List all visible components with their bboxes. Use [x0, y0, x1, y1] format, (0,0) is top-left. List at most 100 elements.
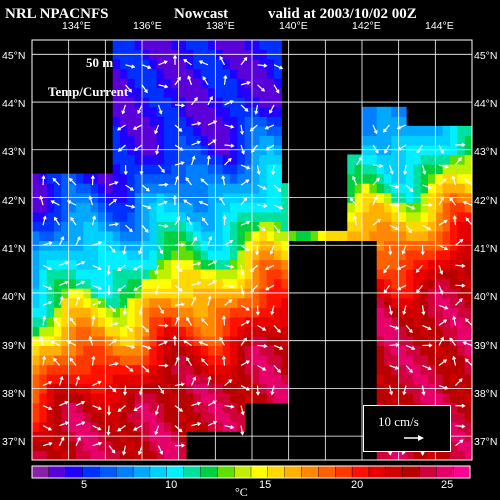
current-arrowhead	[176, 216, 181, 221]
colorbar-swatch	[335, 465, 353, 479]
current-arrowhead	[66, 340, 71, 345]
current-arrowhead	[116, 126, 121, 131]
temperature-cell	[32, 307, 40, 318]
temperature-cell	[398, 221, 407, 232]
lat-label: 39°N	[2, 340, 26, 352]
temperature-cell	[76, 364, 84, 375]
temperature-cell	[208, 202, 216, 213]
current-arrowhead	[138, 391, 143, 396]
lat-label: 38°N	[474, 388, 498, 400]
temperature-cell	[32, 402, 40, 413]
temperature-cell	[149, 345, 158, 356]
current-arrow	[134, 405, 143, 411]
temperature-cell	[32, 393, 40, 404]
temperature-cell	[178, 250, 187, 261]
current-arrow	[397, 124, 407, 129]
temperature-cell	[457, 202, 466, 213]
temperature-cell	[186, 269, 194, 280]
temperature-cell	[178, 345, 187, 356]
current-arrow	[271, 385, 275, 395]
temperature-cell	[259, 211, 268, 222]
temperature-cell	[464, 297, 472, 308]
temperature-cell	[186, 421, 194, 432]
temperature-cell	[472, 269, 480, 279]
temperature-cell	[457, 269, 466, 280]
temperature-cell	[450, 297, 458, 308]
temperature-cell	[200, 250, 209, 261]
temperature-cell	[472, 422, 480, 432]
current-arrow	[174, 425, 183, 432]
temperature-cell	[54, 450, 62, 460]
temperature-cell	[134, 164, 143, 175]
temperature-cell	[222, 40, 231, 51]
temperature-cell	[105, 345, 114, 356]
temperature-cell	[46, 269, 55, 280]
temperature-cell	[83, 393, 92, 404]
temperature-cell	[244, 345, 253, 356]
temperature-cell	[222, 230, 231, 241]
temperature-cell	[215, 211, 224, 222]
colorbar-border	[31, 465, 471, 479]
current-arrowhead	[180, 382, 186, 387]
temperature-cell	[149, 125, 158, 136]
temperature-cell	[259, 116, 268, 127]
temperature-cell	[442, 393, 451, 404]
temperature-cell	[208, 154, 216, 165]
current-arrowhead	[246, 220, 251, 225]
temperature-cell	[208, 211, 216, 222]
current-arrow	[416, 284, 423, 293]
lon-label: 138°E	[206, 20, 235, 32]
temperature-cell	[384, 307, 392, 318]
temperature-cell	[127, 345, 136, 356]
temperature-cell	[90, 355, 99, 366]
temperature-cell	[134, 364, 143, 375]
temperature-cell	[32, 316, 40, 327]
temperature-cell	[230, 421, 238, 432]
temperature-cell	[376, 326, 385, 337]
temperature-cell	[457, 450, 466, 460]
current-arrow	[389, 203, 399, 206]
temperature-cell	[266, 183, 275, 194]
current-arrow	[207, 96, 213, 106]
temperature-cell	[149, 259, 158, 270]
temperature-cell	[76, 412, 84, 423]
temperature-cell	[244, 106, 253, 117]
temperature-cell	[457, 173, 466, 184]
temperature-cell	[274, 173, 282, 184]
temperature-cell	[266, 364, 275, 375]
temperature-cell	[68, 307, 77, 318]
temperature-cell	[208, 402, 216, 413]
temperature-cell	[149, 59, 158, 70]
current-arrowhead	[59, 295, 64, 300]
temperature-cell	[266, 374, 275, 385]
current-arrow	[207, 260, 217, 266]
temperature-cell	[369, 125, 378, 136]
temperature-cell	[61, 173, 70, 184]
temperature-cell	[156, 393, 165, 404]
temperature-cell	[230, 307, 238, 318]
temperature-cell	[244, 40, 253, 51]
temperature-cell	[244, 59, 253, 70]
current-arrow	[266, 144, 275, 151]
current-arrowhead	[458, 157, 462, 161]
current-arrow	[452, 176, 457, 186]
current-arrowhead	[198, 341, 203, 345]
temperature-cell	[222, 307, 231, 318]
current-arrow	[240, 320, 250, 326]
temperature-cell	[208, 250, 216, 261]
temperature-cell	[450, 307, 458, 318]
current-arrow	[158, 84, 168, 88]
temperature-cell	[120, 68, 128, 79]
temperature-cell	[413, 250, 422, 261]
temperature-cell	[442, 135, 451, 146]
current-arrow	[183, 340, 192, 346]
temperature-cell	[112, 68, 121, 79]
current-arrow	[416, 264, 423, 273]
temperature-cell	[171, 355, 180, 366]
temperature-cell	[413, 259, 422, 270]
temperature-cell	[420, 374, 429, 385]
temperature-cell	[200, 87, 209, 98]
temperature-cell	[134, 68, 143, 79]
temperature-cell	[178, 412, 187, 423]
current-arrowhead	[112, 339, 117, 343]
